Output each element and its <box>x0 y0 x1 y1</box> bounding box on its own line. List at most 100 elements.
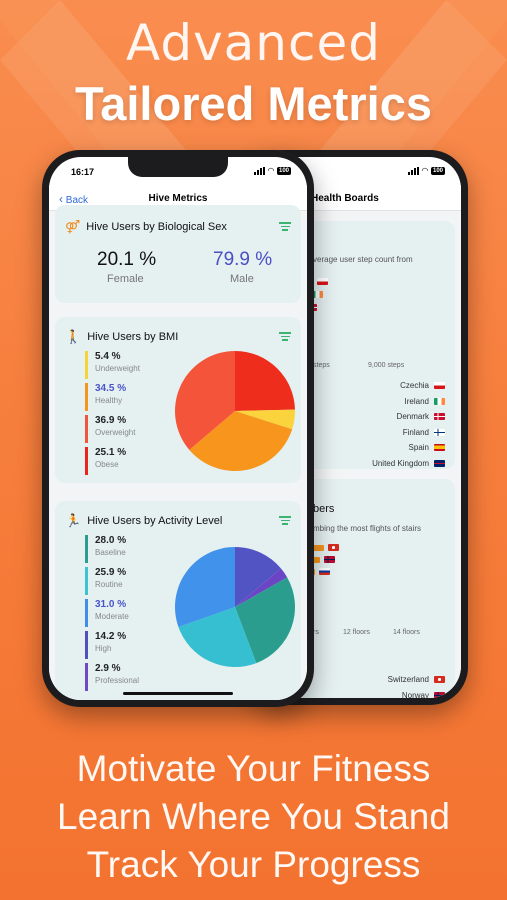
bmi-legend-value: 5.4 % <box>95 351 121 362</box>
male-female-icon: ⚤ <box>65 219 81 234</box>
bmi-card-title-row: 🚶 Hive Users by BMI <box>65 329 178 345</box>
phone-notch <box>128 157 228 177</box>
flag-ch-icon <box>328 544 339 551</box>
activity-legend-item: 31.0 % Moderate <box>85 599 129 627</box>
bmi-legend-value: 34.5 % <box>95 383 127 394</box>
steps-country-name: Ireland <box>404 396 429 406</box>
battery-icon: 100 <box>276 166 291 175</box>
steps-axis-label-right: 9,000 steps <box>368 362 405 369</box>
bmi-pie-slice <box>175 351 235 450</box>
activity-pie-slice <box>178 607 257 667</box>
headline-advanced: Advanced <box>126 14 381 72</box>
male-percentage: 79.9 % <box>213 249 273 270</box>
steps-country-name: United Kingdom <box>372 458 429 468</box>
cellular-signal-icon <box>253 166 265 175</box>
chevron-left-icon: ‹ <box>59 192 63 206</box>
activity-legend-label: Routine <box>95 580 123 589</box>
flag-ie-icon <box>434 397 445 405</box>
bmi-legend-label: Overweight <box>95 428 136 437</box>
activity-legend-label: Baseline <box>95 548 126 557</box>
flag-ie-icon <box>312 291 323 298</box>
activity-legend-item: 2.9 % Professional <box>85 663 139 691</box>
back-button-label: Back <box>65 195 89 206</box>
bmi-pie-slice <box>235 409 295 430</box>
front-phone-screen: 16:17 ◠ 100 ‹ Back Hive Metrics ⚤ Hive U… <box>49 157 307 700</box>
activity-pie-chart <box>175 547 295 667</box>
activity-legend-item: 28.0 % Baseline <box>85 535 126 563</box>
bmi-pie-chart <box>175 351 295 471</box>
activity-legend-value: 2.9 % <box>95 663 121 674</box>
biological-sex-card: ⚤ Hive Users by Biological Sex 20.1 % Fe… <box>55 205 301 303</box>
front-status-bar: 16:17 ◠ 100 <box>49 157 307 185</box>
status-time: 16:17 <box>71 167 95 177</box>
headline-tailored-metrics: Tailored Metrics <box>75 77 432 130</box>
bmi-card-title: Hive Users by BMI <box>87 331 179 343</box>
activity-pie-slice <box>235 547 282 607</box>
bmi-legend-value: 25.1 % <box>95 447 127 458</box>
bmi-card: 🚶 Hive Users by BMI 5.4 % Underweight 34.5… <box>55 317 301 483</box>
running-person-icon: 🏃 <box>65 513 82 528</box>
activity-pie-slice <box>235 568 288 607</box>
bmi-legend-item: 25.1 % Obese <box>85 447 126 475</box>
flag-dk-icon <box>434 413 445 420</box>
activity-pie-slice <box>175 547 235 627</box>
activity-legend-item: 14.2 % High <box>85 631 126 659</box>
cellular-signal-icon <box>407 166 419 175</box>
filter-icon[interactable] <box>279 516 291 527</box>
bmi-pie-slice <box>235 351 295 411</box>
home-indicator[interactable] <box>123 692 233 695</box>
steps-country-name: Denmark <box>396 412 429 421</box>
bmi-legend-item: 34.5 % Healthy <box>85 383 126 411</box>
bmi-legend-label: Obese <box>95 460 119 469</box>
person-icon: 🚶 <box>65 329 82 344</box>
activity-legend-value: 14.2 % <box>95 631 127 642</box>
tagline-motivate: Motivate Your Fitness <box>76 748 431 789</box>
back-status-icons: ◠ 100 <box>407 166 445 175</box>
activity-legend-value: 28.0 % <box>95 535 127 546</box>
front-status-icons: ◠ 100 <box>253 166 291 175</box>
metrics-content[interactable]: ⚤ Hive Users by Biological Sex 20.1 % Fe… <box>49 205 307 700</box>
flag-no-icon <box>324 556 335 563</box>
filter-icon[interactable] <box>279 332 291 343</box>
back-button[interactable]: ‹ Back <box>59 192 88 206</box>
steps-card-subtitle: verage user step count from <box>313 255 413 264</box>
activity-legend-label: Moderate <box>95 612 129 621</box>
flag-es-icon <box>434 444 445 451</box>
bmi-legend-label: Underweight <box>95 364 140 373</box>
activity-legend-value: 25.9 % <box>95 567 127 578</box>
activity-level-card: 🏃 Hive Users by Activity Level 28.0 % Bas… <box>55 501 301 700</box>
wifi-icon: ◠ <box>267 166 274 175</box>
male-label: Male <box>230 273 254 285</box>
bmi-legend-label: Healthy <box>95 396 123 405</box>
steps-country-name: Spain <box>408 443 429 452</box>
tagline-learn: Learn Where You Stand <box>57 796 450 837</box>
activity-legend-label: High <box>95 644 112 653</box>
steps-axis-label-left: steps <box>313 362 330 369</box>
battery-icon: 100 <box>430 166 445 175</box>
bmi-legend-value: 36.9 % <box>95 415 127 426</box>
sex-card-title: Hive Users by Biological Sex <box>86 221 227 233</box>
activity-legend-item: 25.9 % Routine <box>85 567 126 595</box>
tagline-track: Track Your Progress <box>86 844 421 885</box>
flag-gb-icon <box>434 459 445 467</box>
filter-icon[interactable] <box>279 222 291 233</box>
activity-pie-slice <box>235 577 295 664</box>
flag-no-icon <box>434 692 445 698</box>
stairs-card-subtitle: mbing the most flights of stairs <box>313 524 422 533</box>
back-nav-title: Health Boards <box>311 193 379 204</box>
stairs-card-title: bers <box>313 503 335 515</box>
female-label: Female <box>107 273 144 285</box>
activity-card-title: Hive Users by Activity Level <box>87 515 223 527</box>
bmi-pie-slice <box>189 411 293 471</box>
activity-card-title-row: 🏃 Hive Users by Activity Level <box>65 513 222 529</box>
stairs-axis-label-1: 12 floors <box>343 629 370 636</box>
front-phone: 16:17 ◠ 100 ‹ Back Hive Metrics ⚤ Hive U… <box>42 150 314 707</box>
activity-legend-value: 31.0 % <box>95 599 127 610</box>
stairs-axis-label-0: rs <box>313 629 319 636</box>
stairs-country-name: Switzerland <box>387 675 429 684</box>
nav-title: Hive Metrics <box>148 193 208 204</box>
flag-cz-icon <box>317 278 328 285</box>
bmi-legend-item: 5.4 % Underweight <box>85 351 140 379</box>
steps-country-name: Finland <box>402 427 429 437</box>
wifi-icon: ◠ <box>421 166 428 175</box>
